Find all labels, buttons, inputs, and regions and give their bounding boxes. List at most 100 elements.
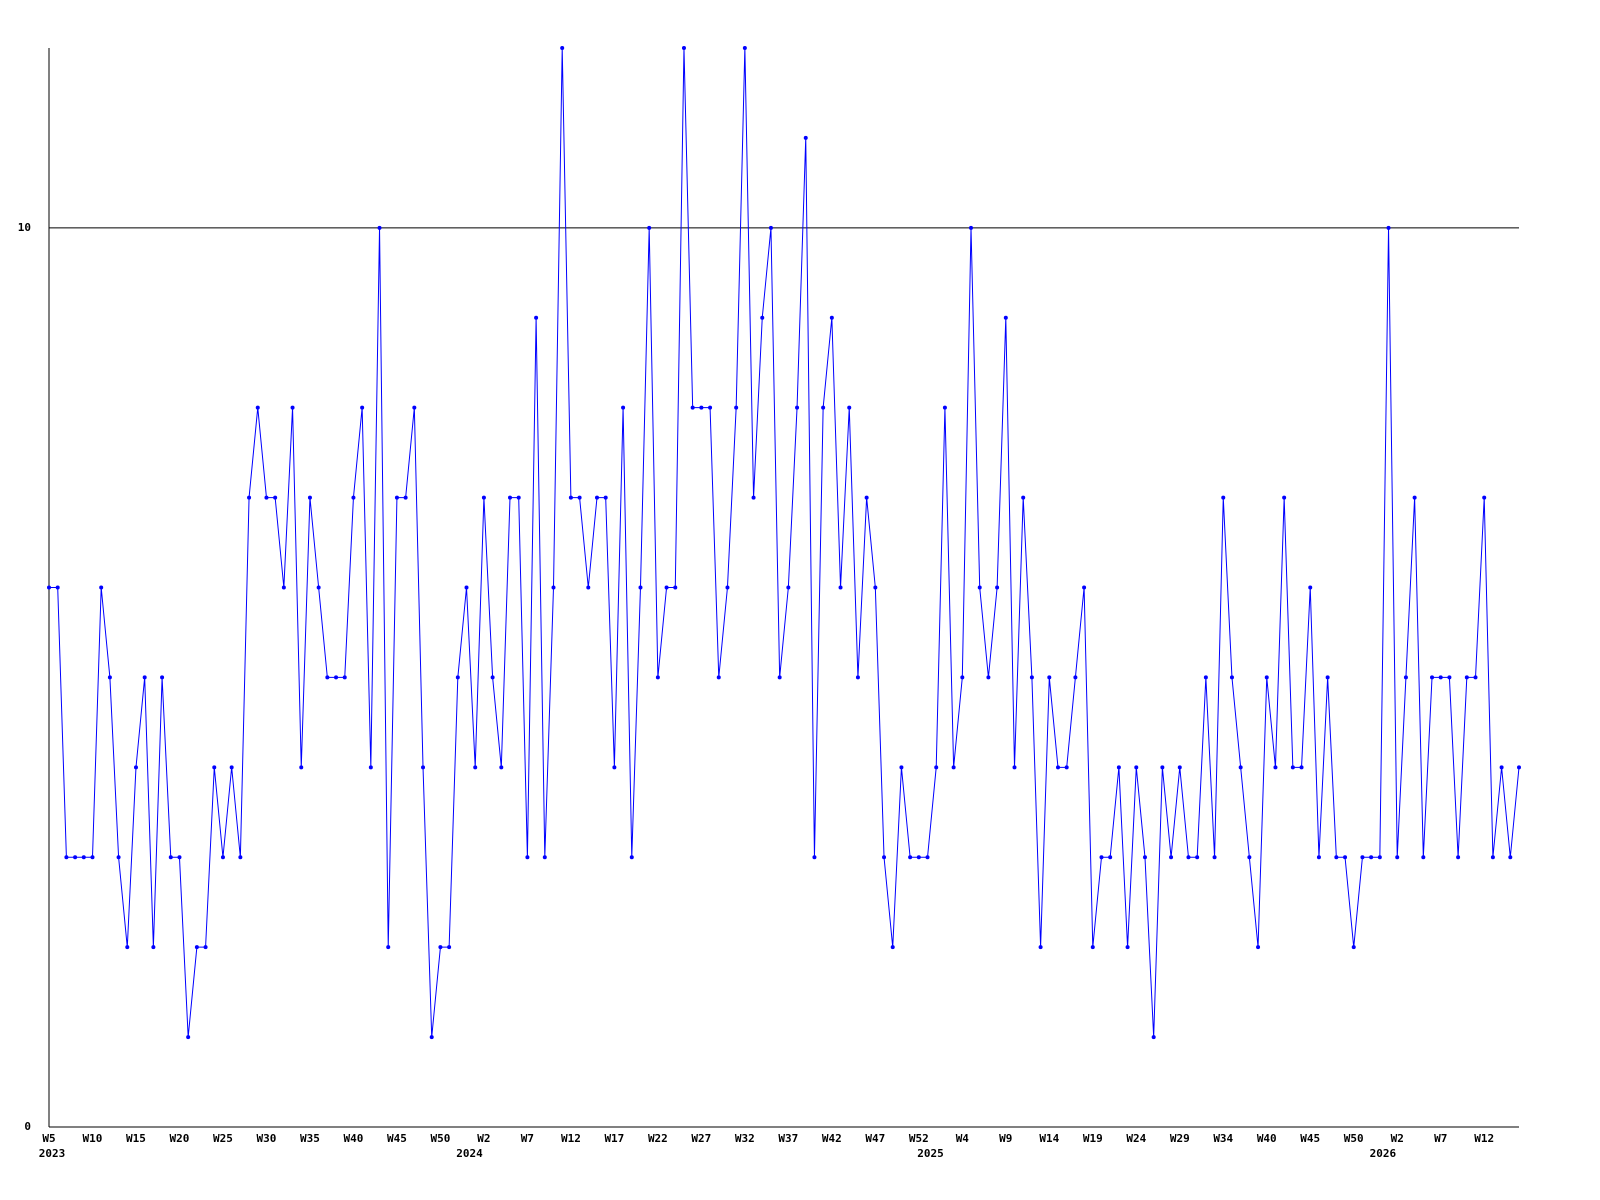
data-point [681, 46, 686, 50]
data-point [1229, 675, 1234, 680]
data-point [829, 315, 834, 320]
data-point [429, 1035, 434, 1040]
data-point [960, 675, 965, 680]
y-tick-label: 10 [18, 221, 31, 234]
x-year-label: 2024 [456, 1147, 483, 1160]
data-point [368, 765, 373, 770]
data-point [1499, 765, 1504, 770]
data-point [142, 675, 147, 680]
data-point [403, 495, 408, 500]
data-point [812, 855, 817, 860]
data-point [751, 495, 756, 500]
data-point [299, 765, 304, 770]
data-point [716, 675, 721, 680]
x-tick-label: W14 [1039, 1132, 1059, 1145]
data-point [177, 855, 182, 860]
data-point [1308, 585, 1313, 590]
data-point [1073, 675, 1078, 680]
data-point [307, 495, 312, 500]
x-tick-label: W34 [1213, 1132, 1233, 1145]
data-point [1447, 675, 1452, 680]
data-point [1316, 855, 1321, 860]
data-point [1003, 315, 1008, 320]
y-tick-label: 0 [24, 1120, 31, 1133]
data-point [290, 405, 295, 410]
x-tick-label: W10 [83, 1132, 103, 1145]
x-tick-label: W12 [561, 1132, 581, 1145]
data-point [951, 765, 956, 770]
x-tick-label: W22 [648, 1132, 668, 1145]
data-point [847, 405, 852, 410]
data-point [1482, 495, 1487, 500]
data-point [977, 585, 982, 590]
x-tick-label: W24 [1126, 1132, 1146, 1145]
data-point [1160, 765, 1165, 770]
data-point [64, 855, 69, 860]
data-point [1351, 945, 1356, 950]
data-point [1021, 495, 1026, 500]
data-point [1412, 495, 1417, 500]
data-point [273, 495, 278, 500]
data-point [1490, 855, 1495, 860]
data-point [1090, 945, 1095, 950]
data-point [47, 585, 51, 590]
data-point [786, 585, 791, 590]
data-point [621, 405, 626, 410]
data-point [1247, 855, 1252, 860]
data-point [212, 765, 217, 770]
x-tick-label: W5 [42, 1132, 55, 1145]
data-point [1134, 765, 1139, 770]
data-point [655, 675, 660, 680]
data-point [386, 945, 391, 950]
data-point [1151, 1035, 1156, 1040]
data-point [1177, 765, 1182, 770]
data-point [168, 855, 173, 860]
x-tick-label: W19 [1083, 1132, 1103, 1145]
x-tick-label: W29 [1170, 1132, 1190, 1145]
data-point [1508, 855, 1513, 860]
data-point [725, 585, 730, 590]
data-point [1517, 765, 1521, 770]
data-point [73, 855, 78, 860]
data-point [1430, 675, 1435, 680]
x-tick-label: W32 [735, 1132, 755, 1145]
data-point [81, 855, 86, 860]
data-point [873, 585, 878, 590]
data-point [551, 585, 556, 590]
data-point [264, 495, 269, 500]
x-tick-label: W40 [344, 1132, 364, 1145]
data-point [90, 855, 95, 860]
data-point [760, 315, 765, 320]
x-tick-label: W42 [822, 1132, 842, 1145]
data-point [99, 585, 104, 590]
data-point [1369, 855, 1374, 860]
data-point [116, 855, 121, 860]
data-point [777, 675, 782, 680]
data-point [577, 495, 582, 500]
data-point [107, 675, 112, 680]
data-point [1299, 765, 1304, 770]
data-point [708, 405, 713, 410]
data-point [742, 46, 747, 50]
data-point [1473, 675, 1478, 680]
data-point [1029, 675, 1034, 680]
x-tick-label: W47 [865, 1132, 885, 1145]
data-point [447, 945, 452, 950]
data-point [421, 765, 426, 770]
data-point [1047, 675, 1052, 680]
data-point [1038, 945, 1043, 950]
data-point [986, 675, 991, 680]
x-tick-label: W15 [126, 1132, 146, 1145]
data-point [238, 855, 243, 860]
x-year-label: 2026 [1370, 1147, 1397, 1160]
data-point [1125, 945, 1130, 950]
data-point [855, 675, 860, 680]
data-point [490, 675, 495, 680]
data-point [525, 855, 530, 860]
x-tick-label: W40 [1257, 1132, 1277, 1145]
x-tick-label: W52 [909, 1132, 929, 1145]
data-point [1334, 855, 1339, 860]
x-tick-label: W17 [604, 1132, 624, 1145]
data-point [186, 1035, 191, 1040]
